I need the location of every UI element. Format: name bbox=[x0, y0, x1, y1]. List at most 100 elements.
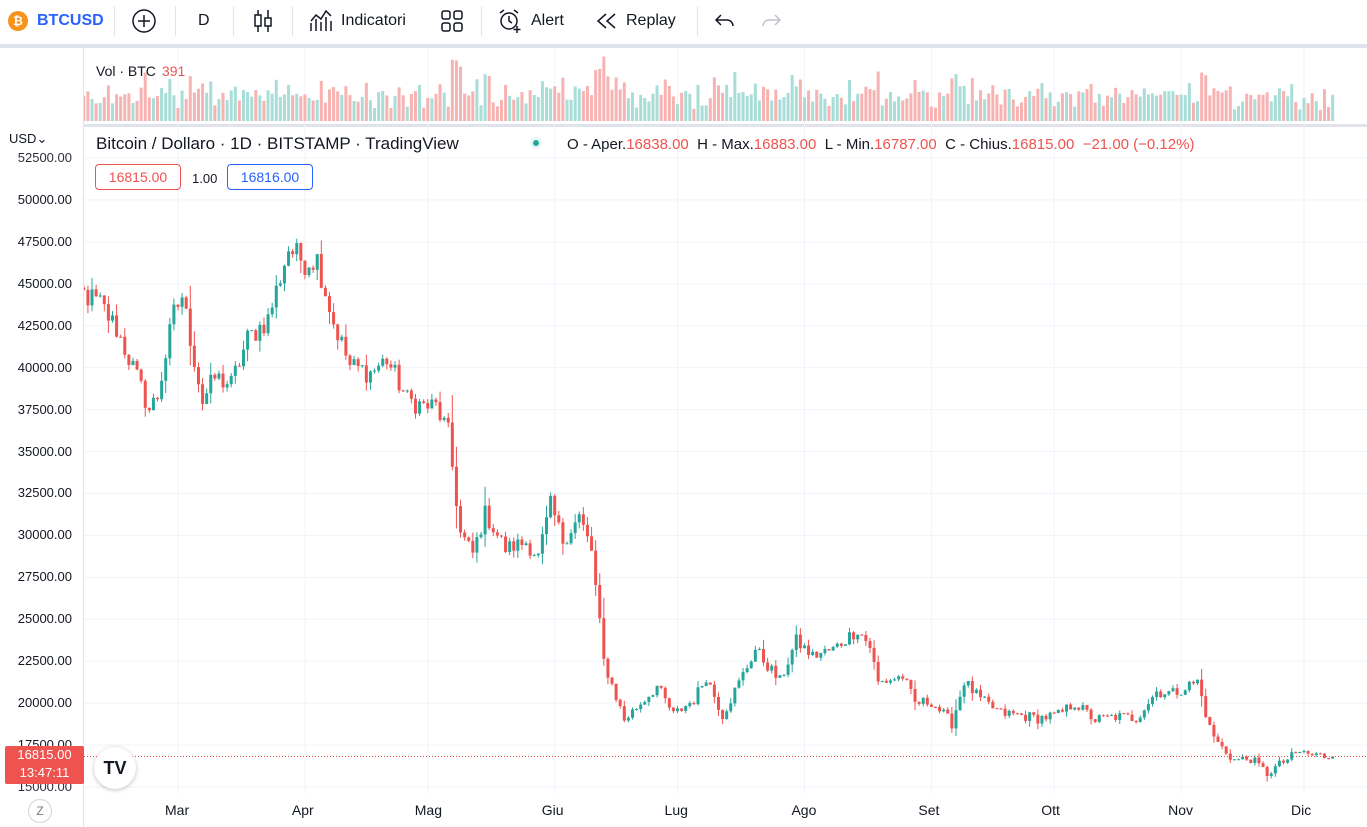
candle-body bbox=[786, 664, 790, 675]
y-tick-label: 47500.00 bbox=[17, 233, 72, 249]
candle-body bbox=[119, 336, 123, 338]
candle-body bbox=[147, 407, 151, 411]
volume-bar bbox=[94, 103, 98, 121]
candle-body bbox=[94, 289, 98, 297]
low-label: L - Min. bbox=[824, 136, 875, 153]
volume-bar bbox=[483, 74, 487, 121]
ohlc-legend: O - Aper.16838.00 H - Max.16883.00 L - M… bbox=[567, 136, 1194, 153]
candle-body bbox=[438, 402, 442, 420]
candle-body bbox=[86, 290, 90, 306]
toolbar-divider bbox=[114, 6, 115, 36]
timezone-button[interactable]: Z bbox=[28, 799, 52, 823]
volume-bar bbox=[1060, 93, 1064, 121]
candle-body bbox=[594, 550, 598, 585]
volume-bar bbox=[1105, 95, 1109, 121]
candle-body bbox=[823, 649, 827, 654]
candle-body bbox=[327, 296, 331, 313]
volume-bar bbox=[1138, 96, 1142, 121]
volume-bar bbox=[487, 76, 491, 121]
candle-body bbox=[954, 710, 958, 729]
volume-bar bbox=[581, 91, 585, 121]
candle-body bbox=[176, 304, 180, 307]
candle-body bbox=[381, 358, 385, 366]
volume-bar bbox=[925, 92, 929, 121]
layouts-button[interactable] bbox=[440, 0, 464, 42]
chart-type-button[interactable] bbox=[252, 0, 274, 42]
candle-body bbox=[950, 713, 954, 729]
candle-body bbox=[815, 651, 819, 658]
tradingview-logo-icon[interactable]: TV bbox=[94, 747, 136, 789]
volume-bar bbox=[311, 100, 315, 121]
candle-body bbox=[1253, 757, 1257, 763]
candle-body bbox=[1269, 773, 1273, 777]
volume-bar bbox=[909, 93, 913, 121]
candle-body bbox=[377, 365, 381, 371]
candle-body bbox=[606, 658, 610, 678]
volume-bar bbox=[819, 93, 823, 121]
y-tick-label: 27500.00 bbox=[17, 569, 72, 585]
candle-body bbox=[692, 703, 696, 705]
market-status-icon[interactable] bbox=[530, 137, 542, 149]
buy-button[interactable]: 16816.00 bbox=[227, 164, 313, 190]
candle-body bbox=[442, 417, 446, 420]
volume-bar bbox=[442, 92, 446, 121]
symbol-legend[interactable]: Bitcoin / Dollaro · 1D · BITSTAMP · Trad… bbox=[96, 134, 459, 154]
volume-bar bbox=[536, 96, 540, 121]
volume-bar bbox=[1310, 93, 1314, 121]
high-value: 16883.00 bbox=[753, 136, 817, 153]
volume-bar bbox=[884, 98, 888, 121]
candle-body bbox=[1216, 736, 1220, 742]
volume-bar bbox=[495, 106, 499, 121]
candle-body bbox=[340, 336, 344, 341]
currency-selector[interactable]: USD⌄ bbox=[9, 131, 47, 147]
pane-separator[interactable] bbox=[84, 124, 1367, 127]
volume-bar bbox=[1269, 101, 1273, 121]
indicators-button[interactable]: Indicatori bbox=[309, 0, 406, 42]
volume-bar bbox=[409, 93, 413, 121]
interval-button[interactable]: D bbox=[198, 0, 210, 42]
candle-body bbox=[569, 533, 573, 544]
volume-bar bbox=[115, 94, 119, 121]
candle-body bbox=[1277, 760, 1281, 767]
volume-bar bbox=[1052, 106, 1056, 121]
volume-bar bbox=[389, 107, 393, 121]
alert-button[interactable]: Alert bbox=[497, 0, 564, 42]
volume-bar bbox=[643, 98, 647, 121]
candle-body bbox=[856, 634, 860, 640]
candle-body bbox=[540, 534, 544, 554]
redo-button[interactable] bbox=[760, 0, 782, 42]
volume-bar bbox=[450, 59, 454, 121]
candle-body bbox=[643, 701, 647, 705]
volume-bar bbox=[479, 105, 483, 121]
add-symbol-button[interactable] bbox=[131, 0, 157, 42]
candle-body bbox=[745, 668, 749, 673]
volume-bar bbox=[401, 95, 405, 121]
volume-bar bbox=[1277, 88, 1281, 121]
candle-body bbox=[196, 367, 200, 385]
volume-bar bbox=[954, 73, 958, 121]
volume-bar bbox=[962, 85, 966, 121]
volume-bar bbox=[782, 97, 786, 121]
indicators-label: Indicatori bbox=[341, 12, 406, 29]
candle-body bbox=[966, 681, 970, 686]
candle-body bbox=[647, 696, 651, 702]
candlestick-chart[interactable] bbox=[84, 48, 1367, 793]
replay-button[interactable]: Replay bbox=[596, 0, 676, 42]
volume-bar bbox=[815, 89, 819, 121]
volume-bar bbox=[209, 81, 213, 121]
volume-bar bbox=[463, 93, 467, 121]
price-scale[interactable] bbox=[0, 48, 84, 827]
candle-body bbox=[270, 307, 274, 315]
volume-bar bbox=[979, 90, 983, 121]
candle-body bbox=[925, 697, 929, 705]
undo-button[interactable] bbox=[714, 0, 736, 42]
volume-bar bbox=[168, 79, 172, 121]
candle-body bbox=[1318, 753, 1322, 755]
add-symbol-icon bbox=[132, 9, 156, 33]
y-tick-label: 52500.00 bbox=[17, 150, 72, 165]
candle-body bbox=[680, 708, 684, 711]
sell-button[interactable]: 16815.00 bbox=[95, 164, 181, 190]
symbol-search-button[interactable]: ₿ BTCUSD bbox=[8, 0, 104, 42]
candle-body bbox=[98, 295, 102, 297]
volume-bar bbox=[1081, 92, 1085, 121]
